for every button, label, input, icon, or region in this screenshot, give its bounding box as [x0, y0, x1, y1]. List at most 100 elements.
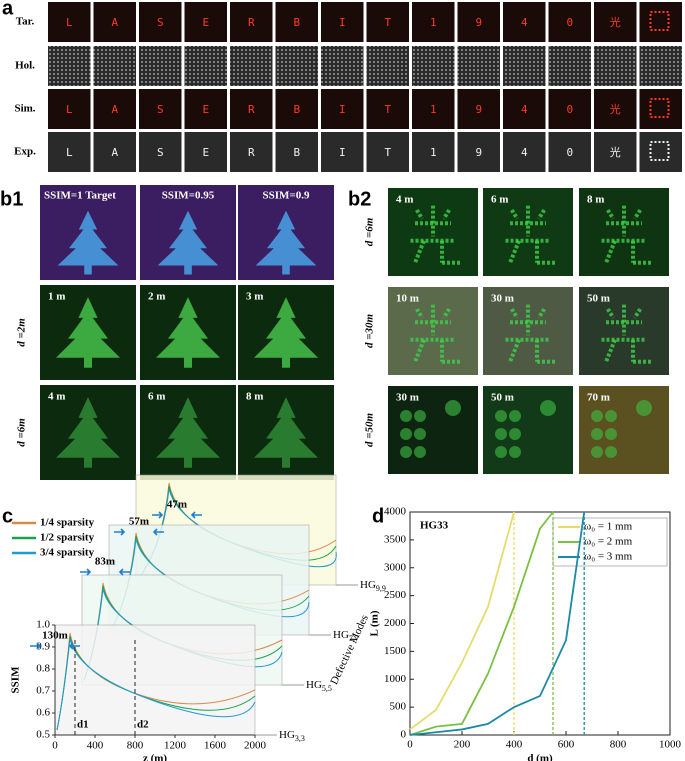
- y-axis-title: SSIM: [10, 666, 22, 694]
- image-tile: [503, 46, 546, 86]
- glyph: B: [293, 16, 300, 29]
- depth-axis-title: Defective Modes: [328, 613, 371, 686]
- tile-header: SSIM=0.95: [162, 190, 215, 202]
- stroke: [415, 307, 424, 319]
- image-tile: [548, 46, 591, 86]
- glyph: T: [384, 16, 391, 29]
- x-tick-label: 2000: [244, 740, 267, 752]
- y-tick-label: 0: [401, 729, 407, 741]
- glyph: 光: [610, 145, 621, 159]
- spot: [509, 446, 521, 458]
- glyph-shape: [649, 98, 670, 118]
- spot: [591, 428, 603, 440]
- row-label: Hol.: [15, 60, 35, 72]
- glyph: 1: [430, 146, 437, 159]
- glyph: I: [339, 103, 346, 116]
- image-content: [410, 304, 460, 364]
- glyph: 9: [475, 146, 482, 159]
- row-label: Tar.: [16, 16, 35, 28]
- image-tile: [93, 132, 136, 172]
- tree: [157, 210, 219, 275]
- spot: [605, 446, 617, 458]
- glyph: S: [157, 16, 164, 29]
- tile-label: 8 m: [246, 391, 263, 403]
- mode-label: HG5,5: [306, 679, 332, 693]
- tile-label: 6 m: [491, 194, 508, 206]
- image-tile: [639, 132, 682, 172]
- image-tile: [412, 132, 455, 172]
- image-tile: [548, 2, 591, 42]
- x-tick-label: 400: [87, 740, 104, 752]
- tile-label: 50 m: [587, 293, 610, 305]
- marker-label: d2: [137, 719, 149, 731]
- glyph: E: [202, 146, 209, 159]
- image-content: [505, 205, 555, 265]
- annotation: HG33: [420, 520, 449, 532]
- tree: [156, 297, 220, 368]
- x-tick-label: 0: [407, 739, 413, 751]
- spot: [605, 428, 617, 440]
- glyph: E: [202, 16, 209, 29]
- stroke: [510, 307, 519, 319]
- distance-label: 57m: [129, 516, 149, 528]
- stroke: [606, 208, 615, 220]
- y-tick-label: 3500: [384, 533, 407, 545]
- image-tile: [457, 89, 500, 129]
- glyph: S: [157, 146, 164, 159]
- x-tick-label: 1600: [204, 740, 227, 752]
- arrow: [152, 511, 202, 519]
- y-tick-label: 0.8: [36, 663, 50, 675]
- mode-label: HG7,7: [333, 629, 359, 643]
- tile-label: 6 m: [148, 391, 165, 403]
- distance-label: 47m: [167, 499, 187, 511]
- glyph: 9: [475, 16, 482, 29]
- image-tile: [139, 46, 182, 86]
- y-tick-label: 2500: [384, 589, 407, 601]
- glyph-shape: [649, 11, 670, 31]
- image-content: [400, 400, 461, 458]
- spot: [495, 446, 507, 458]
- image-tile: [594, 89, 637, 129]
- image-tile: [275, 89, 318, 129]
- glyph: L: [66, 146, 73, 159]
- spot: [509, 410, 521, 422]
- arrow: [80, 568, 130, 576]
- y-tick-label: 3000: [384, 561, 407, 573]
- x-tick-label: 400: [506, 739, 523, 751]
- image-tile: [366, 132, 409, 172]
- glyph: B: [293, 103, 300, 116]
- y-tick-label: 500: [390, 701, 407, 713]
- tile-label: 30 m: [491, 293, 514, 305]
- image-tile: [230, 132, 273, 172]
- image-tile: [412, 2, 455, 42]
- x-tick-label: 1000: [659, 739, 682, 751]
- image-tile: [594, 46, 637, 86]
- panel-label: a: [2, 0, 14, 19]
- x-tick-label: 800: [610, 739, 627, 751]
- image-content: [505, 304, 555, 364]
- glyph: T: [384, 146, 391, 159]
- panel-label: b1: [0, 188, 23, 210]
- series-line: [409, 511, 586, 736]
- image-tile: [321, 89, 364, 129]
- glyph: T: [384, 103, 391, 116]
- row-label: d =6m: [16, 418, 28, 447]
- distance-label: 130m: [42, 630, 68, 642]
- spot: [495, 428, 507, 440]
- stroke: [413, 240, 426, 264]
- image-tile: [230, 46, 273, 86]
- tree: [56, 297, 120, 368]
- spot: [509, 428, 521, 440]
- y-tick-label: 1000: [384, 673, 407, 685]
- spot: [414, 446, 426, 458]
- arrow: [30, 642, 80, 650]
- glyph: 0: [566, 16, 573, 29]
- tile-label: 1 m: [48, 291, 65, 303]
- glyph: 1: [430, 103, 437, 116]
- stroke: [537, 307, 546, 319]
- glyph: 4: [521, 16, 528, 29]
- glyph: R: [248, 16, 255, 29]
- image-tile: [184, 2, 227, 42]
- row-label: d =6m: [364, 217, 376, 246]
